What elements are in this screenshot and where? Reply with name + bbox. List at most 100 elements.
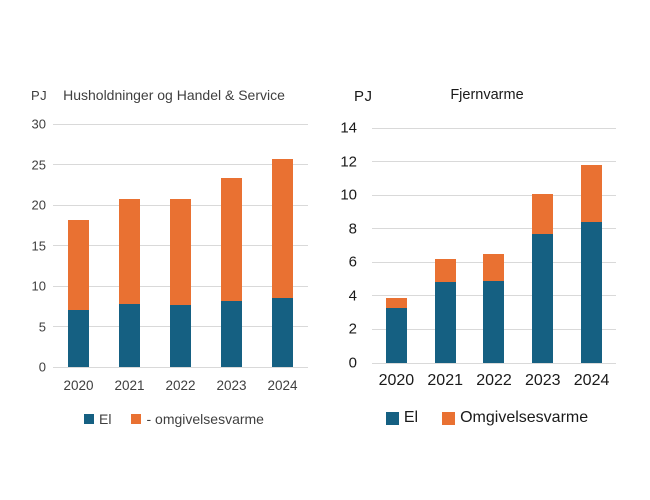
gridline (53, 366, 308, 368)
bar-segment-el (170, 305, 191, 367)
legend-label: - omgivelsesvarme (146, 411, 264, 427)
bar-segment-el (483, 280, 505, 363)
legend-item-el: El (385, 409, 419, 426)
y-axis-unit-label: PJ (31, 88, 48, 103)
bar-segment-el (68, 310, 89, 367)
legend-swatch (84, 414, 95, 424)
bar-slot-2021 (104, 124, 155, 367)
bar-segment-el (221, 301, 242, 367)
chart-header: PJ Fjernvarme (334, 86, 640, 106)
y-axis-tick-label: 4 (348, 287, 357, 305)
gridline (372, 194, 616, 196)
bar-segment-omgivelsesvarme (170, 199, 191, 306)
gridline (53, 123, 308, 125)
y-axis-tick-label: 30 (31, 116, 46, 132)
legend: El Omgivelsesvarme (334, 410, 640, 426)
chart-body: 0 5 10 15 20 25 30 (28, 118, 320, 374)
x-axis-tick-label: 2023 (216, 378, 247, 393)
gridline (372, 362, 616, 364)
x-axis: 2020 2021 2022 2023 2024 (372, 372, 616, 390)
y-axis-tick-label: 15 (31, 238, 46, 253)
y-axis-tick-label: 0 (348, 354, 357, 372)
legend-swatch (131, 414, 142, 424)
bar-slot-2020 (53, 124, 104, 367)
legend-item-omgivelsesvarme: Omgivelsesvarme (442, 410, 588, 426)
bar-segment-omgivelsesvarme (385, 297, 407, 308)
bar-segment-el (532, 233, 554, 363)
y-axis-tick-label: 0 (38, 359, 46, 375)
y-axis: 0 2 4 6 8 10 12 14 (334, 121, 372, 371)
plot-area (53, 123, 308, 368)
bar-series (372, 128, 616, 363)
chart-body: 0 2 4 6 8 10 12 14 (334, 121, 640, 371)
x-axis-tick-label: 2020 (63, 378, 94, 393)
chart-district-heating: PJ Fjernvarme 0 2 4 6 8 10 12 14 2020 2021 2022 20… (334, 86, 640, 426)
bar-segment-omgivelsesvarme (68, 220, 89, 311)
bar-2020 (68, 220, 89, 367)
legend-label: Omgivelsesvarme (460, 409, 589, 426)
bar-slot-2022 (470, 128, 519, 363)
bar-2023 (221, 178, 242, 367)
y-axis-tick-label: 20 (31, 197, 46, 213)
x-axis-tick-label: 2022 (476, 372, 512, 389)
x-axis-tick-label: 2020 (378, 372, 415, 389)
y-axis-tick-label: 10 (340, 186, 357, 204)
chart-title: Husholdninger og Handel & Service (63, 87, 285, 103)
legend-swatch (442, 411, 456, 425)
bar-slot-2021 (421, 128, 470, 363)
bar-segment-el (434, 282, 456, 363)
bar-segment-el (272, 298, 293, 367)
bar-slot-2024 (567, 128, 616, 363)
legend-item-omgivelsesvarme: - omgivelsesvarme (131, 411, 264, 427)
y-axis-tick-label: 12 (340, 153, 357, 171)
bar-segment-omgivelsesvarme (272, 158, 293, 299)
gridline (372, 228, 616, 230)
legend-item-el: El (84, 412, 111, 426)
chart-title: Fjernvarme (450, 87, 524, 103)
bar-2021 (119, 199, 140, 367)
x-axis-tick-label: 2024 (267, 378, 298, 393)
plot-area (372, 127, 616, 364)
y-axis-tick-label: 25 (31, 157, 46, 172)
gridline (372, 127, 616, 129)
y-axis-tick-label: 10 (31, 278, 46, 294)
legend-label: El (403, 409, 419, 426)
y-axis: 0 5 10 15 20 25 30 (28, 118, 53, 374)
bar-2020 (385, 297, 407, 363)
bar-segment-omgivelsesvarme (532, 194, 554, 234)
y-axis-unit-label: PJ (354, 88, 373, 105)
bar-series (53, 124, 308, 367)
bar-slot-2023 (518, 128, 567, 363)
bar-segment-omgivelsesvarme (434, 258, 456, 283)
bar-slot-2024 (257, 124, 308, 367)
bar-slot-2023 (206, 124, 257, 367)
bar-slot-2020 (372, 128, 421, 363)
y-axis-tick-label: 6 (348, 253, 357, 271)
gridline (53, 164, 308, 165)
bar-2024 (272, 158, 293, 367)
legend-swatch (385, 411, 399, 425)
chart-households-trade-service: PJ Husholdninger og Handel & Service 0 5 1… (28, 86, 320, 426)
legend-label: El (99, 411, 112, 427)
bar-2022 (170, 199, 191, 367)
chart-header: PJ Husholdninger og Handel & Service (28, 86, 320, 106)
legend: El - omgivelsesvarme (28, 412, 320, 426)
x-axis-tick-label: 2021 (427, 372, 463, 389)
bar-2023 (532, 194, 554, 363)
x-axis-tick-label: 2023 (524, 372, 561, 389)
x-axis-tick-label: 2022 (165, 378, 196, 393)
y-axis-tick-label: 5 (38, 319, 46, 335)
bar-segment-omgivelsesvarme (483, 253, 505, 281)
bar-segment-el (581, 222, 603, 363)
x-axis-tick-label: 2021 (114, 378, 145, 393)
bar-segment-omgivelsesvarme (119, 199, 140, 304)
y-axis-tick-label: 2 (348, 320, 357, 338)
bar-slot-2022 (155, 124, 206, 367)
y-axis-tick-label: 8 (348, 220, 357, 238)
bar-2021 (434, 258, 456, 363)
bar-segment-el (385, 307, 407, 363)
bar-segment-omgivelsesvarme (221, 178, 242, 302)
bar-segment-el (119, 303, 140, 367)
x-axis-tick-label: 2024 (573, 372, 610, 389)
